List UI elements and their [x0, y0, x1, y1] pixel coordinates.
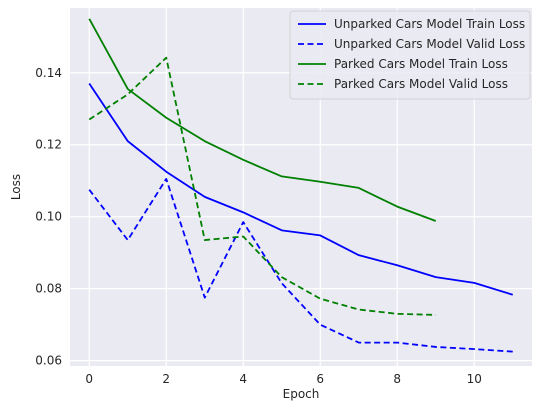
x-tick-label: 10	[467, 372, 482, 386]
y-tick-label: 0.14	[35, 66, 62, 80]
x-tick-label: 8	[393, 372, 401, 386]
tick-labels: 0 2 4 6 8 10 0.06 0.08 0.10 0.12 0.14	[35, 66, 482, 386]
y-tick-label: 0.12	[35, 138, 62, 152]
y-axis-label: Loss	[9, 174, 23, 200]
x-tick-label: 2	[162, 372, 170, 386]
legend-label-1: Unparked Cars Model Train Loss	[334, 17, 525, 31]
y-tick-label: 0.10	[35, 210, 62, 224]
legend-box	[289, 10, 531, 100]
legend-label-4: Parked Cars Model Valid Loss	[334, 77, 508, 91]
x-tick-label: 4	[239, 372, 247, 386]
legend-label-2: Unparked Cars Model Valid Loss	[334, 37, 525, 51]
series-line-2	[88, 177, 513, 353]
y-tick-label: 0.06	[35, 354, 62, 368]
series-line-3	[88, 18, 437, 222]
series-line-1	[88, 83, 514, 296]
x-axis-label: Epoch	[283, 387, 320, 401]
legend: Unparked Cars Model Train Loss Unparked C…	[289, 10, 531, 100]
series-line-4	[88, 56, 436, 316]
series-lines	[88, 18, 514, 353]
x-tick-label: 6	[316, 372, 324, 386]
legend-label-3: Parked Cars Model Train Loss	[334, 57, 508, 71]
x-tick-label: 0	[85, 372, 93, 386]
y-tick-label: 0.08	[35, 282, 62, 296]
